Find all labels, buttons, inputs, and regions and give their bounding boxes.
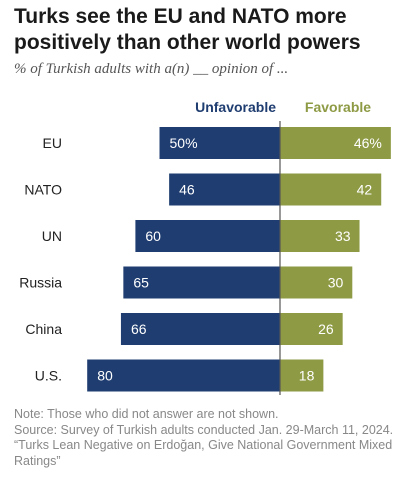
bar-favorable-eu xyxy=(280,127,391,159)
label-unfavorable-china: 66 xyxy=(131,321,147,337)
category-label-nato: NATO xyxy=(24,182,62,198)
label-favorable-u-s: 18 xyxy=(299,368,315,384)
legend-favorable: Favorable xyxy=(305,99,371,115)
legend-unfavorable: Unfavorable xyxy=(195,99,276,115)
bar-unfavorable-u-s xyxy=(87,359,280,392)
bar-unfavorable-nato xyxy=(169,173,280,206)
category-label-un: UN xyxy=(42,228,62,244)
report-title: “Turks Lean Negative on Erdoğan, Give Na… xyxy=(14,438,393,468)
chart-notes: Note: Those who did not answer are not s… xyxy=(14,407,406,469)
label-unfavorable-eu: 50% xyxy=(170,135,198,151)
bar-favorable-u-s xyxy=(280,359,324,392)
label-favorable-eu: 46% xyxy=(354,135,382,151)
label-unfavorable-russia: 65 xyxy=(133,275,149,291)
source-text: Source: Survey of Turkish adults conduct… xyxy=(14,422,394,437)
label-favorable-china: 26 xyxy=(318,321,334,337)
category-label-russia: Russia xyxy=(19,275,62,291)
bar-unfavorable-china xyxy=(120,313,280,345)
label-unfavorable-un: 60 xyxy=(145,228,161,244)
label-unfavorable-nato: 46 xyxy=(179,182,195,198)
bar-favorable-nato xyxy=(280,173,382,206)
chart-subtitle: % of Turkish adults with a(n) __ opinion… xyxy=(14,61,289,77)
label-favorable-nato: 42 xyxy=(357,182,373,198)
category-label-eu: EU xyxy=(43,135,62,151)
category-label-china: China xyxy=(25,321,62,337)
bar-favorable-russia xyxy=(280,266,353,299)
chart-title: Turks see the EU and NATO more positivel… xyxy=(14,5,361,54)
note-text: Note: Those who did not answer are not s… xyxy=(14,407,279,421)
label-favorable-russia: 30 xyxy=(328,275,344,291)
category-label-u-s: U.S. xyxy=(35,368,62,384)
bar-unfavorable-eu xyxy=(159,127,280,159)
diverging-bar-chart: Unfavorable Favorable EU 50% 46% NATO 46 42 UN 60… xyxy=(19,99,391,395)
bar-unfavorable-russia xyxy=(123,266,280,299)
bar-favorable-china xyxy=(280,313,343,345)
bar-unfavorable-un xyxy=(135,220,280,252)
bar-favorable-un xyxy=(280,220,360,252)
label-unfavorable-u-s: 80 xyxy=(97,368,113,384)
label-favorable-un: 33 xyxy=(335,228,351,244)
